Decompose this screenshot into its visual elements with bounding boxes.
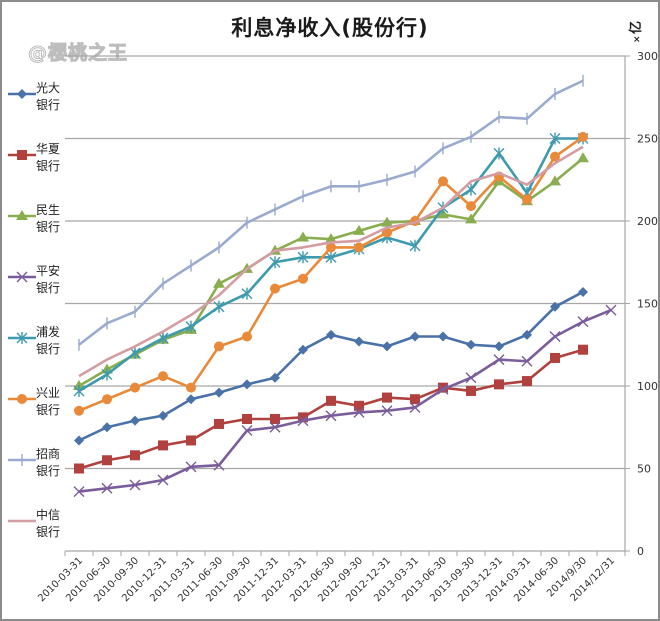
series-line (78, 145, 584, 378)
series-0 (74, 286, 588, 446)
series-line (78, 348, 584, 470)
unit-mark: × (633, 35, 641, 45)
legend-label: 华夏 银行 (36, 142, 61, 173)
legend-item: 兴业 银行 (8, 385, 70, 425)
series-line (78, 308, 612, 493)
y-tick-label: 250 (637, 133, 658, 146)
legend-item: 浦发 银行 (8, 324, 70, 364)
y-tick-label: 0 (637, 545, 644, 558)
y-tick-label: 300 (637, 50, 658, 63)
legend-item: 平安 银行 (8, 263, 70, 303)
y-tick-label: 200 (637, 215, 658, 228)
y-tick-label: 150 (637, 298, 658, 311)
legend-item: 光大 银行 (8, 80, 70, 120)
series-line (78, 79, 584, 346)
legend-label: 中信 银行 (36, 508, 61, 539)
legend-swatch-icon (8, 332, 36, 344)
legend-label: 平安 银行 (36, 264, 61, 295)
legend-item: 中信 银行 (8, 507, 70, 547)
legend-label: 光大 银行 (36, 81, 61, 112)
series-line (78, 157, 584, 388)
series-3 (73, 304, 617, 498)
legend-swatch-icon (8, 394, 36, 404)
legend-swatch-icon (8, 89, 36, 99)
series-4 (73, 132, 589, 397)
legend-swatch-icon (8, 210, 36, 220)
series-6 (78, 74, 584, 351)
legend-item: 民生 银行 (8, 202, 70, 242)
legend-swatch-icon (8, 150, 36, 160)
y-tick-label: 100 (637, 380, 658, 393)
legend-item: 华夏 银行 (8, 141, 70, 181)
series-7 (78, 145, 584, 378)
legend-label: 招商 银行 (36, 447, 61, 478)
series-5 (74, 131, 588, 416)
chart-title: 利息净收入(股份行) (231, 16, 429, 40)
series-1 (74, 344, 588, 474)
legend-label: 兴业 银行 (36, 386, 61, 417)
watermark: @樱桃之王 (27, 42, 129, 65)
legend-item: 招商 银行 (8, 446, 70, 486)
legend-swatch-icon (8, 454, 36, 466)
legend-label: 民生 银行 (36, 203, 61, 234)
y-tick-label: 50 (637, 463, 651, 476)
legend-swatch-icon (8, 519, 36, 523)
legend-swatch-icon (8, 271, 36, 283)
legend-label: 浦发 银行 (36, 325, 61, 356)
series-line (78, 290, 584, 442)
